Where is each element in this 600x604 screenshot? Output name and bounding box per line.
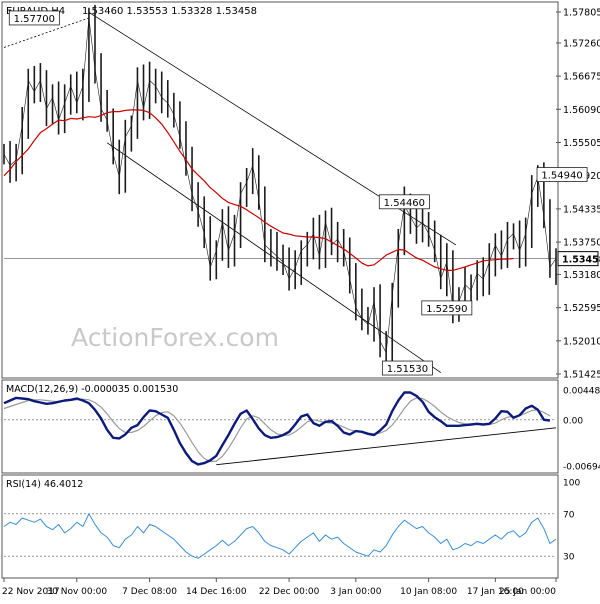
- price-y-tick-label: 1.57260: [563, 38, 600, 49]
- channel-lower-line: [106, 142, 441, 373]
- price-y-tick-label: 1.57805: [563, 8, 600, 19]
- macd-label: MACD(12,26,9) -0.000035 0.001530: [6, 384, 178, 395]
- rsi-line: [3, 513, 557, 559]
- moving-average-line: [3, 109, 514, 271]
- x-tick-label: 17 Jan 16:00: [467, 587, 524, 597]
- rsi-panel: 100 70 30: [3, 479, 580, 563]
- price-y-tick-label: 1.52595: [563, 303, 600, 314]
- rsi-y-tick-label: 30: [563, 553, 575, 563]
- price-y-tick-label: 1.52010: [563, 336, 600, 347]
- price-y-tick-label: 1.55505: [563, 138, 600, 149]
- price-annotation-box: [378, 194, 430, 210]
- price-y-tick-label: 1.51425: [563, 370, 600, 381]
- x-tick-label: 14 Dec 16:00: [186, 587, 247, 597]
- macd-y-tick-label: 0.004483: [563, 386, 600, 396]
- price-annotation-box: [536, 167, 588, 182]
- macd-y-tick-label: -0.006941: [563, 463, 600, 473]
- price-y-tick-label: 1.53750: [563, 238, 600, 249]
- x-tick-label: 7 Dec 08:00: [122, 587, 177, 597]
- price-panel: 1.57805 1.57260 1.56675 1.56090 1.55505 1.549…: [3, 4, 600, 381]
- macd-line: [3, 391, 551, 466]
- price-annotation-label: 1.54940: [541, 171, 582, 182]
- price-y-tick-label: 1.56090: [563, 105, 600, 116]
- price-panel-frame: [1, 1, 559, 379]
- price-annotation-label: 1.54460: [384, 198, 425, 209]
- price-series-line: [3, 17, 557, 354]
- price-annotation-label: 1.51530: [387, 364, 428, 375]
- macd-trendline: [216, 427, 557, 466]
- macd-panel: 0.004483 0.00 -0.006941: [3, 386, 600, 473]
- x-tick-label: 22 Dec 00:00: [259, 587, 320, 597]
- price-y-tick-label: 1.56675: [563, 72, 600, 83]
- x-tick-label: 30 Nov 00:00: [46, 587, 107, 597]
- current-price-tag: [557, 251, 599, 267]
- x-tick-label: 10 Jan 08:00: [400, 587, 457, 597]
- macd-signal-line: [3, 397, 551, 463]
- rsi-y-tick-label: 100: [563, 479, 580, 489]
- x-tick-label: 22 Nov 2017: [2, 587, 60, 597]
- price-annotation-box: [421, 300, 473, 316]
- macd-y-tick-label: 0.00: [563, 416, 583, 426]
- price-y-tick-label: 1.53180: [563, 270, 600, 281]
- price-annotation-label: 1.57700: [14, 14, 55, 25]
- x-tick-label: 3 Jan 00:00: [330, 587, 382, 597]
- current-price-label: 1.53458: [562, 255, 600, 266]
- price-annotation-box: [381, 360, 433, 376]
- dotted-trend-line: [3, 17, 90, 48]
- macd-panel-frame: [1, 379, 559, 474]
- rsi-label: RSI(14) 46.4012: [6, 479, 83, 490]
- price-y-tick-label: 1.54335: [563, 204, 600, 215]
- x-tick-label: 25 Jan 00:00: [499, 587, 556, 597]
- rsi-panel-frame: [1, 474, 559, 579]
- ohlc-header: 1.53460 1.53553 1.53328 1.53458: [82, 6, 257, 17]
- price-annotation-label: 1.52590: [426, 304, 467, 315]
- watermark: ActionForex.com: [71, 323, 279, 352]
- price-annotation-box: [8, 10, 60, 26]
- rsi-y-tick-label: 70: [563, 510, 575, 520]
